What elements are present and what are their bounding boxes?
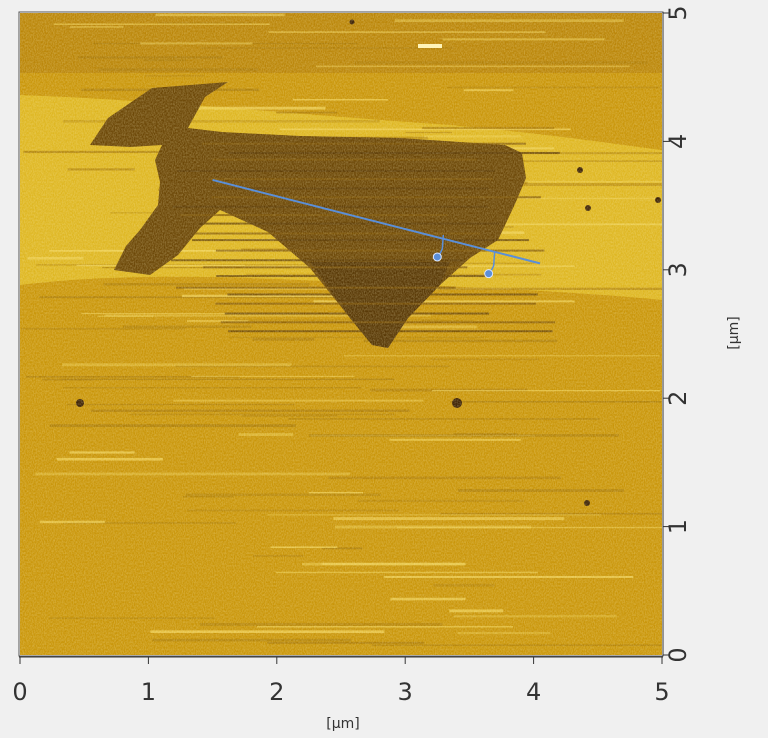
x-tick-label: 3 xyxy=(398,678,413,706)
y-tick-label: 4 xyxy=(664,134,692,149)
y-axis-label: [µm] xyxy=(726,316,742,349)
y-tick-label: 0 xyxy=(664,647,692,662)
x-tick-label: 1 xyxy=(141,678,156,706)
profile-marker[interactable] xyxy=(432,252,442,262)
y-tick-label: 1 xyxy=(664,519,692,534)
profile-line xyxy=(212,178,541,265)
x-tick-label: 2 xyxy=(269,678,284,706)
y-tick-label: 3 xyxy=(664,262,692,277)
x-tick-label: 0 xyxy=(12,678,27,706)
line-profile-annotation xyxy=(212,178,541,279)
profile-marker[interactable] xyxy=(484,269,494,279)
x-tick-label: 5 xyxy=(654,678,669,706)
height-map-image xyxy=(20,13,662,655)
y-tick-label: 5 xyxy=(664,5,692,20)
y-tick-label: 2 xyxy=(664,391,692,406)
x-axis-ticks: 0 1 2 3 4 5 xyxy=(12,657,670,706)
texture-overlay xyxy=(20,13,662,655)
x-tick-label: 4 xyxy=(526,678,541,706)
x-axis-label: [µm] xyxy=(326,716,359,732)
y-axis-ticks: 0 1 2 3 4 5 xyxy=(663,5,692,663)
